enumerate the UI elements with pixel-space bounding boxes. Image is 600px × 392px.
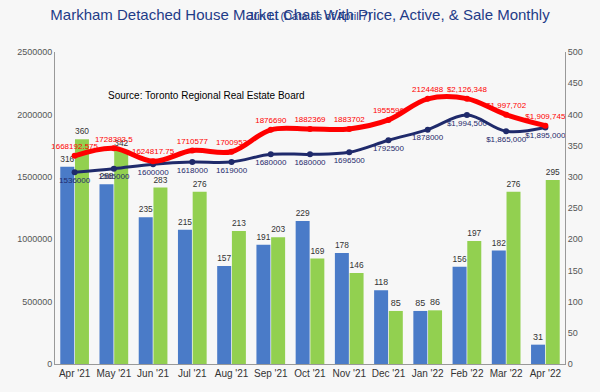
svg-text:250: 250 [568, 203, 583, 213]
svg-text:Jun Li (Data as of April 7): Jun Li (Data as of April 7) [248, 10, 372, 22]
svg-text:1000000: 1000000 [17, 234, 52, 244]
svg-text:500000: 500000 [22, 297, 52, 307]
svg-text:Aug '21: Aug '21 [215, 368, 249, 379]
svg-text:229: 229 [296, 208, 310, 218]
svg-text:1619000: 1619000 [216, 166, 248, 175]
svg-text:Mar '22: Mar '22 [490, 368, 523, 379]
svg-text:1680000: 1680000 [255, 158, 287, 167]
svg-text:85: 85 [391, 298, 401, 308]
svg-text:1600000: 1600000 [138, 168, 170, 177]
svg-text:Apr '22: Apr '22 [530, 368, 562, 379]
svg-text:Jul '21: Jul '21 [178, 368, 207, 379]
svg-text:178: 178 [335, 240, 349, 250]
svg-text:50: 50 [568, 328, 578, 338]
svg-text:157: 157 [217, 253, 231, 263]
svg-text:Apr '21: Apr '21 [59, 368, 91, 379]
svg-text:1696500: 1696500 [334, 156, 366, 165]
svg-text:213: 213 [232, 218, 246, 228]
svg-text:$2,126,348: $2,126,348 [447, 85, 488, 94]
svg-text:Markham Detached House Market: Markham Detached House Market Chart With… [50, 6, 550, 23]
svg-text:1876690: 1876690 [255, 116, 287, 125]
svg-text:1500000: 1500000 [17, 172, 52, 182]
svg-text:150: 150 [568, 266, 583, 276]
svg-text:Jan '22: Jan '22 [412, 368, 444, 379]
svg-text:86: 86 [430, 297, 440, 307]
svg-text:283: 283 [153, 175, 167, 185]
svg-text:276: 276 [507, 179, 521, 189]
svg-text:146: 146 [350, 260, 364, 270]
svg-text:0: 0 [568, 359, 573, 369]
svg-text:215: 215 [178, 217, 192, 227]
svg-text:276: 276 [193, 179, 207, 189]
svg-text:1680000: 1680000 [294, 158, 326, 167]
svg-text:$1,895,000: $1,895,000 [525, 131, 566, 140]
svg-text:360: 360 [75, 126, 89, 136]
svg-text:182: 182 [492, 238, 506, 248]
svg-text:1668192.575: 1668192.575 [51, 142, 98, 151]
svg-text:316: 316 [60, 154, 74, 164]
svg-text:100: 100 [568, 297, 583, 307]
svg-text:400: 400 [568, 110, 583, 120]
svg-text:1883702: 1883702 [334, 115, 366, 124]
svg-text:$1,909,745: $1,909,745 [525, 112, 566, 121]
svg-text:1882369: 1882369 [294, 115, 326, 124]
svg-text:235: 235 [139, 204, 153, 214]
svg-text:1710577: 1710577 [177, 137, 209, 146]
svg-text:2500000: 2500000 [17, 47, 52, 57]
svg-text:342: 342 [114, 138, 128, 148]
svg-text:1792500: 1792500 [373, 144, 405, 153]
svg-text:31: 31 [533, 332, 543, 342]
svg-text:191: 191 [256, 232, 270, 242]
svg-text:Jun '21: Jun '21 [137, 368, 169, 379]
svg-text:200: 200 [568, 234, 583, 244]
svg-text:295: 295 [546, 167, 560, 177]
svg-text:1955596: 1955596 [373, 106, 405, 115]
svg-text:350: 350 [568, 141, 583, 151]
svg-text:203: 203 [271, 224, 285, 234]
svg-text:1624817.75: 1624817.75 [132, 147, 175, 156]
svg-text:$1,865,000: $1,865,000 [486, 135, 527, 144]
svg-text:288: 288 [100, 171, 114, 181]
svg-text:450: 450 [568, 78, 583, 88]
svg-text:1618000: 1618000 [177, 166, 209, 175]
svg-text:1728393.5: 1728393.5 [95, 135, 133, 144]
svg-text:1700953: 1700953 [216, 138, 248, 147]
svg-text:Oct '21: Oct '21 [294, 368, 326, 379]
svg-text:$1,997,702: $1,997,702 [486, 101, 527, 110]
svg-text:1565000: 1565000 [98, 172, 130, 181]
svg-text:$1,994,500: $1,994,500 [447, 119, 488, 128]
svg-text:1878000: 1878000 [412, 133, 444, 142]
svg-text:Feb '22: Feb '22 [450, 368, 483, 379]
svg-text:Dec '21: Dec '21 [372, 368, 406, 379]
svg-text:85: 85 [415, 298, 425, 308]
svg-text:2124488: 2124488 [412, 85, 444, 94]
svg-text:1536000: 1536000 [59, 176, 91, 185]
svg-text:156: 156 [453, 254, 467, 264]
svg-text:Sep '21: Sep '21 [254, 368, 288, 379]
svg-text:2000000: 2000000 [17, 110, 52, 120]
svg-text:0: 0 [47, 359, 52, 369]
svg-text:Nov '21: Nov '21 [332, 368, 366, 379]
svg-text:May '21: May '21 [96, 368, 131, 379]
svg-text:300: 300 [568, 172, 583, 182]
svg-text:118: 118 [374, 277, 388, 287]
svg-text:197: 197 [467, 228, 481, 238]
svg-text:169: 169 [310, 246, 324, 256]
svg-text:500: 500 [568, 47, 583, 57]
svg-text:Source: Toronto Regional Real: Source: Toronto Regional Real Estate Boa… [108, 90, 305, 101]
